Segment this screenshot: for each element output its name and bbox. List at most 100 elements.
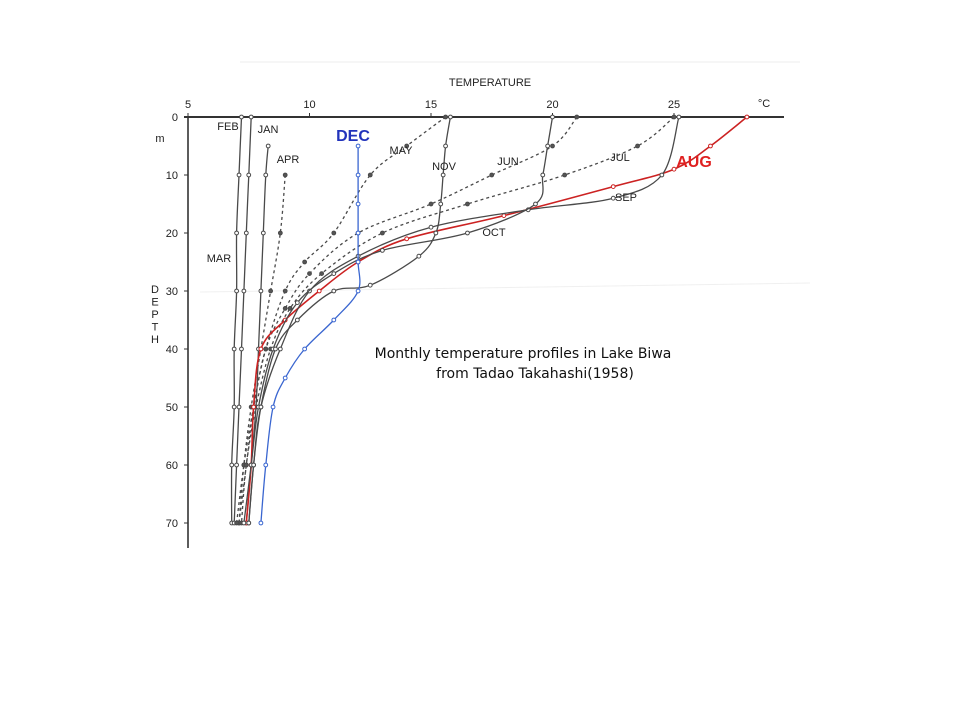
- series-layer: [229, 114, 750, 526]
- data-point-jun: [234, 520, 240, 526]
- data-point-aug: [610, 184, 616, 190]
- data-point-mar: [236, 404, 242, 410]
- data-point-nov: [367, 282, 373, 288]
- data-point-nov: [433, 230, 439, 236]
- guide-line: [199, 282, 811, 293]
- series-label-aug: AUG: [676, 154, 712, 171]
- data-point-nov: [443, 143, 448, 149]
- x-tick-label: 25: [668, 99, 680, 111]
- data-point-aug: [744, 114, 750, 120]
- series-label-jul: JUL: [610, 152, 630, 164]
- x-tick-label: 10: [303, 99, 315, 111]
- data-point-dec: [331, 317, 337, 323]
- data-point-dec: [282, 375, 288, 381]
- grid-layer: [199, 61, 811, 293]
- data-point-aug: [708, 143, 713, 149]
- data-point-feb: [229, 462, 235, 468]
- x-tick-label: 5: [185, 99, 191, 111]
- data-point-dec: [258, 520, 264, 526]
- series-mar: [231, 114, 254, 526]
- data-point-jun: [307, 271, 312, 277]
- series-label-feb: FEB: [217, 121, 238, 133]
- data-point-jul: [319, 271, 325, 277]
- series-label-nov: NOV: [432, 161, 457, 173]
- data-point-jul: [562, 172, 568, 178]
- data-point-feb: [236, 172, 242, 178]
- data-point-dec: [355, 259, 361, 265]
- data-point-sep: [659, 172, 665, 178]
- data-point-nov: [251, 462, 257, 468]
- data-point-aug: [258, 346, 264, 352]
- data-point-mar: [246, 172, 252, 178]
- data-point-nov: [440, 172, 446, 178]
- data-point-mar: [243, 230, 249, 236]
- data-point-dec: [355, 172, 361, 178]
- data-point-sep: [676, 114, 682, 120]
- series-label-jan: JAN: [258, 124, 279, 136]
- series-dec: [258, 143, 361, 526]
- data-point-may: [282, 288, 288, 294]
- data-point-mar: [239, 346, 244, 352]
- y-tick-label: 60: [166, 460, 178, 472]
- data-point-oct: [331, 271, 337, 277]
- data-point-apr: [277, 230, 283, 236]
- x-axis-title: TEMPERATURE: [449, 77, 531, 89]
- data-point-jun: [263, 346, 269, 352]
- data-point-dec: [355, 143, 361, 149]
- label-layer: JAN FEB MAR APR MAY JUN JUL AUG SEP OCT NOV DEC: [207, 121, 712, 265]
- data-point-oct: [380, 248, 385, 253]
- caption-line-2: from Tadao Takahashi(1958): [436, 366, 634, 382]
- data-point-jan: [260, 230, 266, 236]
- series-line-jul: [240, 116, 675, 524]
- y-axis-title-letter: P: [151, 309, 158, 321]
- y-unit-label: m: [155, 133, 164, 145]
- series-label-dec: DEC: [336, 128, 370, 145]
- data-point-jun: [550, 143, 555, 149]
- data-point-nov: [448, 114, 453, 120]
- series-label-may: MAY: [389, 145, 413, 157]
- series-label-sep: SEP: [615, 192, 637, 204]
- series-feb: [229, 114, 244, 526]
- data-point-mar: [234, 462, 240, 468]
- y-tick-label: 30: [166, 286, 178, 298]
- data-point-aug: [251, 404, 257, 410]
- data-point-may: [404, 143, 410, 149]
- data-point-may: [302, 259, 308, 265]
- data-point-dec: [355, 230, 361, 236]
- data-point-feb: [231, 346, 237, 352]
- data-point-nov: [416, 253, 422, 259]
- data-point-jul: [635, 143, 640, 149]
- y-axis-title-letter: E: [151, 297, 158, 309]
- data-point-nov: [273, 346, 278, 352]
- data-point-dec: [302, 346, 308, 352]
- y-axis-title-letter: D: [151, 284, 159, 296]
- caption-line-1: Monthly temperature profiles in Lake Biw…: [375, 346, 672, 362]
- data-point-dec: [355, 201, 361, 207]
- data-point-jul: [243, 462, 249, 468]
- y-tick-label: 50: [166, 402, 178, 414]
- data-point-mar: [241, 288, 247, 294]
- x-unit-label: °C: [758, 98, 770, 110]
- series-line-dec: [260, 145, 361, 524]
- data-point-dec: [263, 462, 269, 468]
- data-point-sep: [610, 195, 616, 201]
- y-tick-label: 40: [166, 344, 178, 356]
- data-point-aug: [671, 166, 677, 172]
- y-axis-title-letter: T: [152, 322, 159, 334]
- y-tick-label: 70: [166, 518, 178, 530]
- data-point-oct: [294, 300, 300, 306]
- data-point-may: [443, 114, 448, 120]
- data-point-nov: [331, 288, 337, 294]
- data-point-oct: [540, 172, 546, 178]
- data-point-apr: [282, 172, 288, 178]
- x-tick-label: 20: [546, 99, 558, 111]
- series-label-oct: OCT: [482, 227, 506, 239]
- data-point-jul: [465, 201, 470, 207]
- data-point-feb: [234, 230, 240, 236]
- series-oct: [241, 114, 555, 526]
- x-tick-label: 15: [425, 99, 437, 111]
- data-point-dec: [355, 288, 361, 294]
- data-point-jul: [671, 114, 677, 120]
